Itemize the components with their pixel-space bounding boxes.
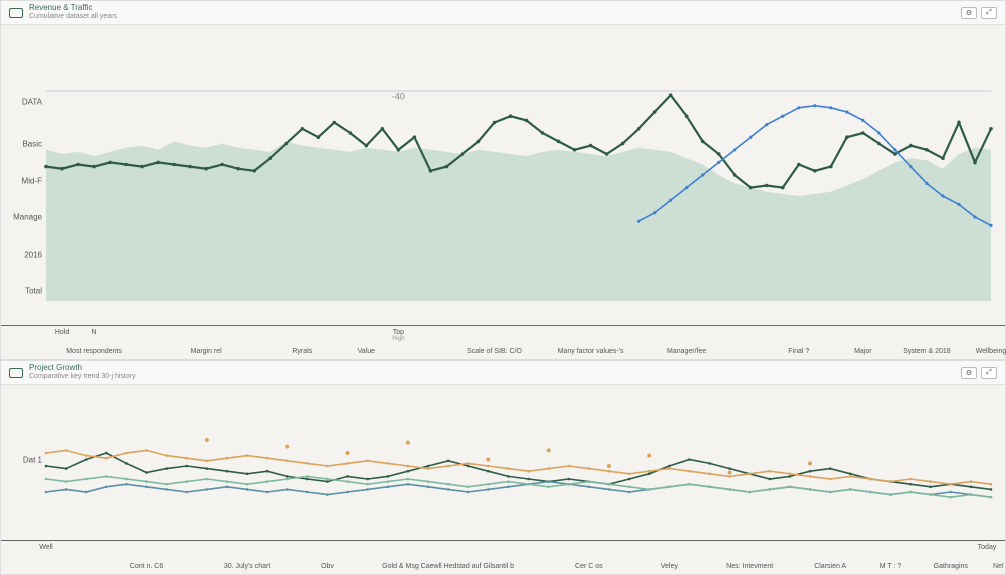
chart-bottom-svg [46,401,991,531]
chart-bottom [46,401,991,531]
xlabel: Value [358,348,375,355]
xlabel: Gold & Msg Caewll Hedstad auf Gilsantil … [382,563,514,570]
xlabel: Ryrals [292,348,312,355]
xaxis-band-right: Today [978,544,997,551]
xlabel: 30. July's chart [224,563,270,570]
xlabel: Major [854,348,872,355]
xaxis-band-left: Well [39,544,52,551]
xlabel: Scale of SIB: C/O [467,348,522,355]
yaxis-labels-bottom: Dat 1 [1,401,46,531]
panel-top-header: Revenue & Traffic Cumulative dataset all… [1,1,1005,25]
ylabel: Dat 1 [23,455,42,464]
ylabel: Basic [22,139,42,148]
xlabel: Nel port forl [993,563,1006,570]
chart-top: -40 [46,91,991,301]
settings-icon[interactable]: ⚙ [961,367,977,379]
xlabel: Margin rel [191,348,222,355]
logo-icon [9,8,23,18]
xaxis-top: Hold N TopHigh Most respondents Margin rel Ry… [1,325,1005,359]
xlabel: Cont n. C6 [130,563,163,570]
xaxis-labels-top: Hold N TopHigh Most respondents Margin rel Ry… [46,329,1005,355]
yaxis-labels-top: DATA Basic Mid-F Manage 2016 Total [1,91,46,301]
ylabel: 2016 [24,250,42,259]
panel-top: Revenue & Traffic Cumulative dataset all… [0,0,1006,360]
panel-bottom-header: Project Growth Comparative key trend 30-… [1,361,1005,385]
ylabel: Manage [13,213,42,222]
xlabel: System & 2018 [903,348,950,355]
xlabel: Many factor values-'s [558,348,624,355]
panel-top-title: Revenue & Traffic [29,4,117,13]
ylabel: Total [25,286,42,295]
ylabel: Mid-F [22,177,42,186]
expand-icon[interactable]: ⤢ [981,367,997,379]
ylabel: DATA [22,97,42,106]
panel-bottom-title: Project Growth [29,364,136,373]
xlabel: Cer C os [575,563,603,570]
panel-bottom-subtitle: Comparative key trend 30-j history [29,373,136,381]
panel-bottom: Project Growth Comparative key trend 30-… [0,360,1006,575]
logo-icon [9,368,23,378]
settings-icon[interactable]: ⚙ [961,7,977,19]
xaxis-labels-bottom: WellTodayCont n. C630. July's chartObvGo… [46,544,1005,570]
chart-top-svg: -40 [46,91,991,301]
xaxis-band-right: N [92,329,97,336]
xlabel: Manager/fee [667,348,706,355]
xaxis-band-left: Hold [55,329,69,336]
panel-top-subtitle: Cumulative dataset all years [29,13,117,21]
expand-icon[interactable]: ⤢ [981,7,997,19]
xlabel: Nes: Intevment [726,563,773,570]
xlabel: Final ? [788,348,809,355]
xlabel: Clarsien A [814,563,846,570]
xlabel: Gathragins [934,563,968,570]
xaxis-bottom: Well Today Cont n. C6 30. July's chart Obv Go… [1,540,1005,574]
xlabel: Veley [661,563,678,570]
svg-text:-40: -40 [392,91,405,101]
xlabel: Wellbeing [976,348,1006,355]
xaxis-major-label: TopHigh [392,329,404,342]
xlabel: M T : ? [880,563,902,570]
xlabel: Obv [321,563,334,570]
xlabel: Most respondents [66,348,122,355]
